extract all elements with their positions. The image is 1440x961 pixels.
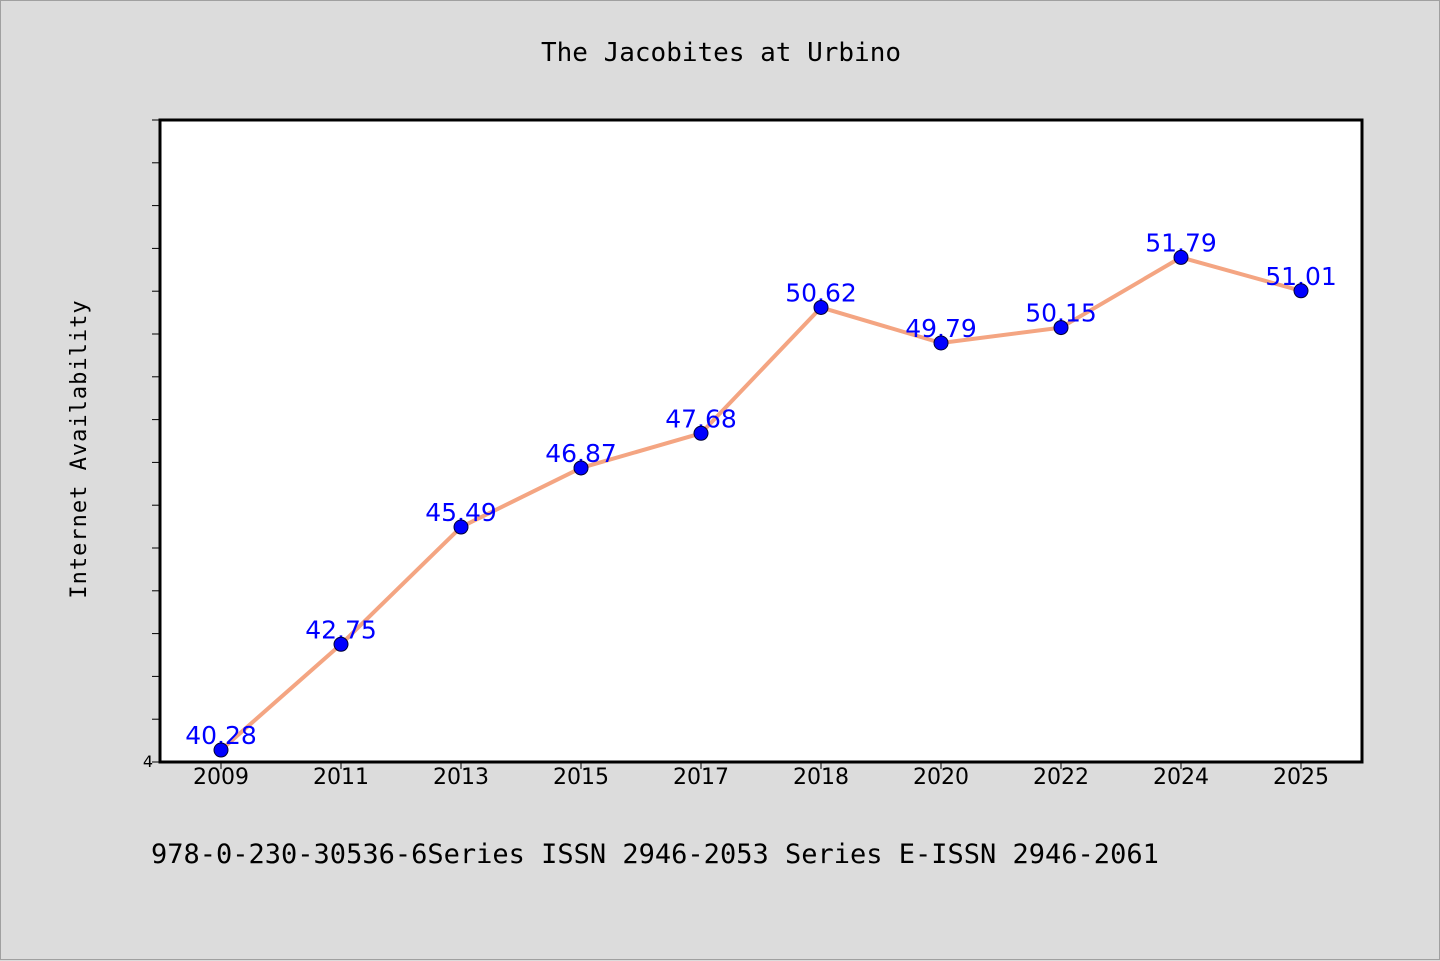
x-tick-label: 2025 (1273, 765, 1329, 790)
data-point (453, 519, 469, 535)
footer-isbn-text: 978-0-230-30536-6Series ISSN 2946-2053 S… (151, 839, 1159, 870)
x-tick-label: 2009 (193, 765, 249, 790)
data-point (1293, 283, 1309, 299)
x-tick-label: 2011 (313, 765, 369, 790)
x-tick-label: 2017 (673, 765, 729, 790)
series-layer: 40.2842.7545.4946.8747.6850.6249.7950.15… (185, 228, 1337, 758)
data-point (1173, 249, 1189, 265)
x-tick-label: 2024 (1153, 765, 1209, 790)
y-axis-label: Internet Availability (67, 299, 92, 598)
y-axis-ticks: 4 (143, 119, 160, 771)
x-tick-label: 2020 (913, 765, 969, 790)
data-point (693, 425, 709, 441)
data-point (213, 742, 229, 758)
data-point (573, 460, 589, 476)
plot-area (158, 118, 1364, 764)
x-tick-label: 2018 (793, 765, 849, 790)
data-point (333, 636, 349, 652)
series-line (219, 255, 1302, 752)
data-point (813, 299, 829, 315)
x-tick-label: 2013 (433, 765, 489, 790)
x-axis-ticks: 2009 2011 2013 2015 2017 2018 2020 2022 2024 2025 (193, 762, 1329, 790)
data-point (1053, 320, 1069, 336)
chart-title: The Jacobites at Urbino (541, 38, 901, 68)
x-tick-label: 2022 (1033, 765, 1089, 790)
x-tick-label: 2015 (553, 765, 609, 790)
y-tick-label: 4 (143, 752, 153, 771)
data-point (933, 335, 949, 351)
